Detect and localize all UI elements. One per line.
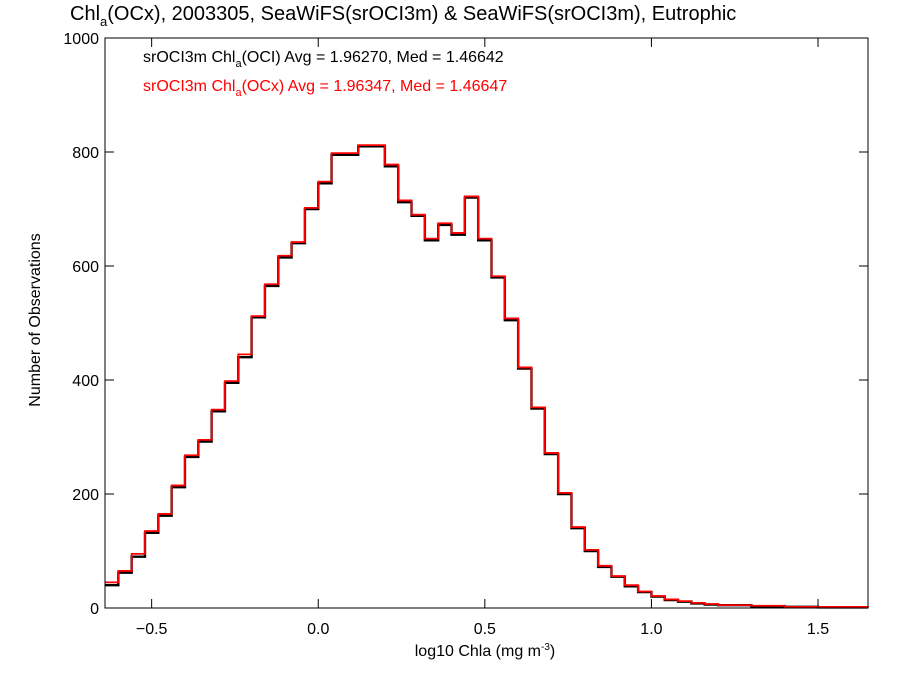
y-tick-label: 400 (72, 373, 99, 390)
y-axis-label: Number of Observations (27, 233, 44, 406)
axis-ticks: −0.5 0.0 0.5 1.0 1.5 0 200 400 600 800 1000 (63, 31, 868, 638)
y-tick-label: 0 (90, 601, 99, 618)
x-axis-label: log10 Chla (mg m-3) (415, 642, 556, 660)
y-tick-label: 200 (72, 487, 99, 504)
series-line-1 (105, 144, 869, 608)
x-tick-label: 1.0 (640, 621, 662, 638)
y-tick-label: 600 (72, 259, 99, 276)
x-tick-label: 0.0 (307, 621, 329, 638)
y-tick-label: 1000 (63, 31, 99, 48)
x-tick-label: −0.5 (136, 621, 168, 638)
plot-frame (104, 37, 869, 609)
series-layer (105, 144, 869, 609)
x-tick-label: 0.5 (474, 621, 496, 638)
x-tick-label: 1.5 (807, 621, 829, 638)
chart-title: Chla(OCx), 2003305, SeaWiFS(srOCI3m) & S… (70, 3, 736, 29)
legend-entry-red: srOCI3m Chla(OCx) Avg = 1.96347, Med = 1… (143, 78, 507, 99)
y-tick-label: 800 (72, 145, 99, 162)
legend-entry-black: srOCI3m Chla(OCI) Avg = 1.96270, Med = 1… (143, 49, 504, 70)
